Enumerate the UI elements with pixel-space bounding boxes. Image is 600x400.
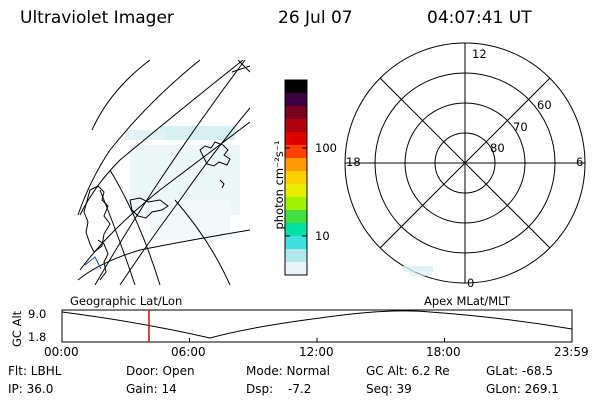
colorbar-band <box>285 158 307 172</box>
colorbar-band <box>285 132 307 146</box>
timeline-tick-1: 06:00 <box>171 345 206 359</box>
colorbar-band <box>285 262 307 276</box>
timeline-axis-label: GC Alt <box>10 310 24 347</box>
door-info: Door: Open <box>126 364 195 378</box>
glat-info: GLat: -68.5 <box>486 364 553 378</box>
seq-info: Seq: 39 <box>366 382 412 396</box>
colorbar-band <box>285 210 307 224</box>
timeline-y-bottom: 1.8 <box>28 330 47 344</box>
filter-info: Flt: LBHL <box>8 364 62 378</box>
mode-info: Mode: Normal <box>246 364 330 378</box>
timeline-tick-4: 23:59 <box>554 345 589 359</box>
colorbar-band <box>285 236 307 250</box>
colorbar-band <box>285 171 307 185</box>
geographic-panel-label: Geographic Lat/Lon <box>70 294 183 308</box>
colorbar-band <box>285 80 307 94</box>
timeline-tick-2: 12:00 <box>299 345 334 359</box>
colorbar-band <box>285 145 307 159</box>
mlat-label-60: 60 <box>537 98 552 112</box>
colorbar-band <box>285 184 307 198</box>
colorbar-band <box>285 106 307 120</box>
gc-alt-info: GC Alt: 6.2 Re <box>366 364 450 378</box>
colorbar-tick-100: 100 <box>315 141 337 155</box>
colorbar-band <box>285 249 307 263</box>
colorbar-band <box>285 93 307 107</box>
mlat-label-80: 80 <box>490 141 505 155</box>
mlt-label-left: 18 <box>346 155 361 169</box>
mlt-label-bottom: 0 <box>467 276 475 290</box>
colorbar-tick-10: 10 <box>315 229 330 243</box>
apex-panel-label: Apex MLat/MLT <box>424 294 511 308</box>
mlt-label-right: 6 <box>576 155 584 169</box>
mlat-label-70: 70 <box>513 120 528 134</box>
date-label: 26 Jul 07 <box>278 8 353 28</box>
emission-patches <box>125 126 240 240</box>
colorbar-band <box>285 197 307 211</box>
timeline-y-top: 9.0 <box>28 307 47 321</box>
instrument-title: Ultraviolet Imager <box>20 8 174 28</box>
gain-info: Gain: 14 <box>126 382 177 396</box>
timeline-tick-0: 00:00 <box>44 345 79 359</box>
time-label: 04:07:41 UT <box>427 8 532 28</box>
glon-info: GLon: 269.1 <box>486 382 559 396</box>
colorbar-band <box>285 223 307 237</box>
timeline-tick-3: 18:00 <box>426 345 461 359</box>
ip-info: IP: 36.0 <box>8 382 54 396</box>
dsp-value: -7.2 <box>288 382 312 396</box>
colorbar-band <box>285 119 307 133</box>
mlt-label-top: 12 <box>472 47 487 61</box>
dsp-label: Dsp: <box>246 382 274 396</box>
